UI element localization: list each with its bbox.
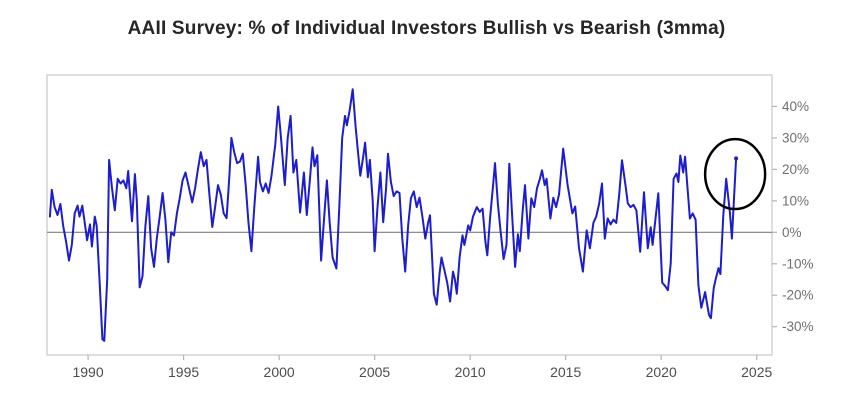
- series-line: [48, 88, 738, 342]
- annotation-circle: [703, 137, 767, 211]
- y-tick-label: -30%: [782, 319, 814, 334]
- last-point-marker: [734, 156, 739, 161]
- x-tick-label: 1995: [168, 364, 199, 380]
- x-tick-label: 2005: [359, 364, 390, 380]
- y-tick-label: 40%: [782, 99, 809, 114]
- plot-border: [46, 74, 773, 356]
- y-tick-label: 10%: [782, 193, 809, 208]
- y-tick-label: -10%: [782, 256, 814, 271]
- y-tick-label: 0%: [782, 225, 802, 240]
- x-tick-label: 2025: [741, 364, 772, 380]
- chart-title: AAII Survey: % of Individual Investors B…: [127, 18, 726, 39]
- y-tick-label: 20%: [782, 162, 809, 177]
- x-tick-label: 1990: [72, 364, 103, 380]
- x-tick-label: 2000: [264, 364, 295, 380]
- x-tick-label: 2010: [455, 364, 486, 380]
- y-tick-label: -20%: [782, 288, 814, 303]
- x-tick-label: 2020: [646, 364, 677, 380]
- x-tick-label: 2015: [550, 364, 581, 380]
- y-tick-label: 30%: [782, 130, 809, 145]
